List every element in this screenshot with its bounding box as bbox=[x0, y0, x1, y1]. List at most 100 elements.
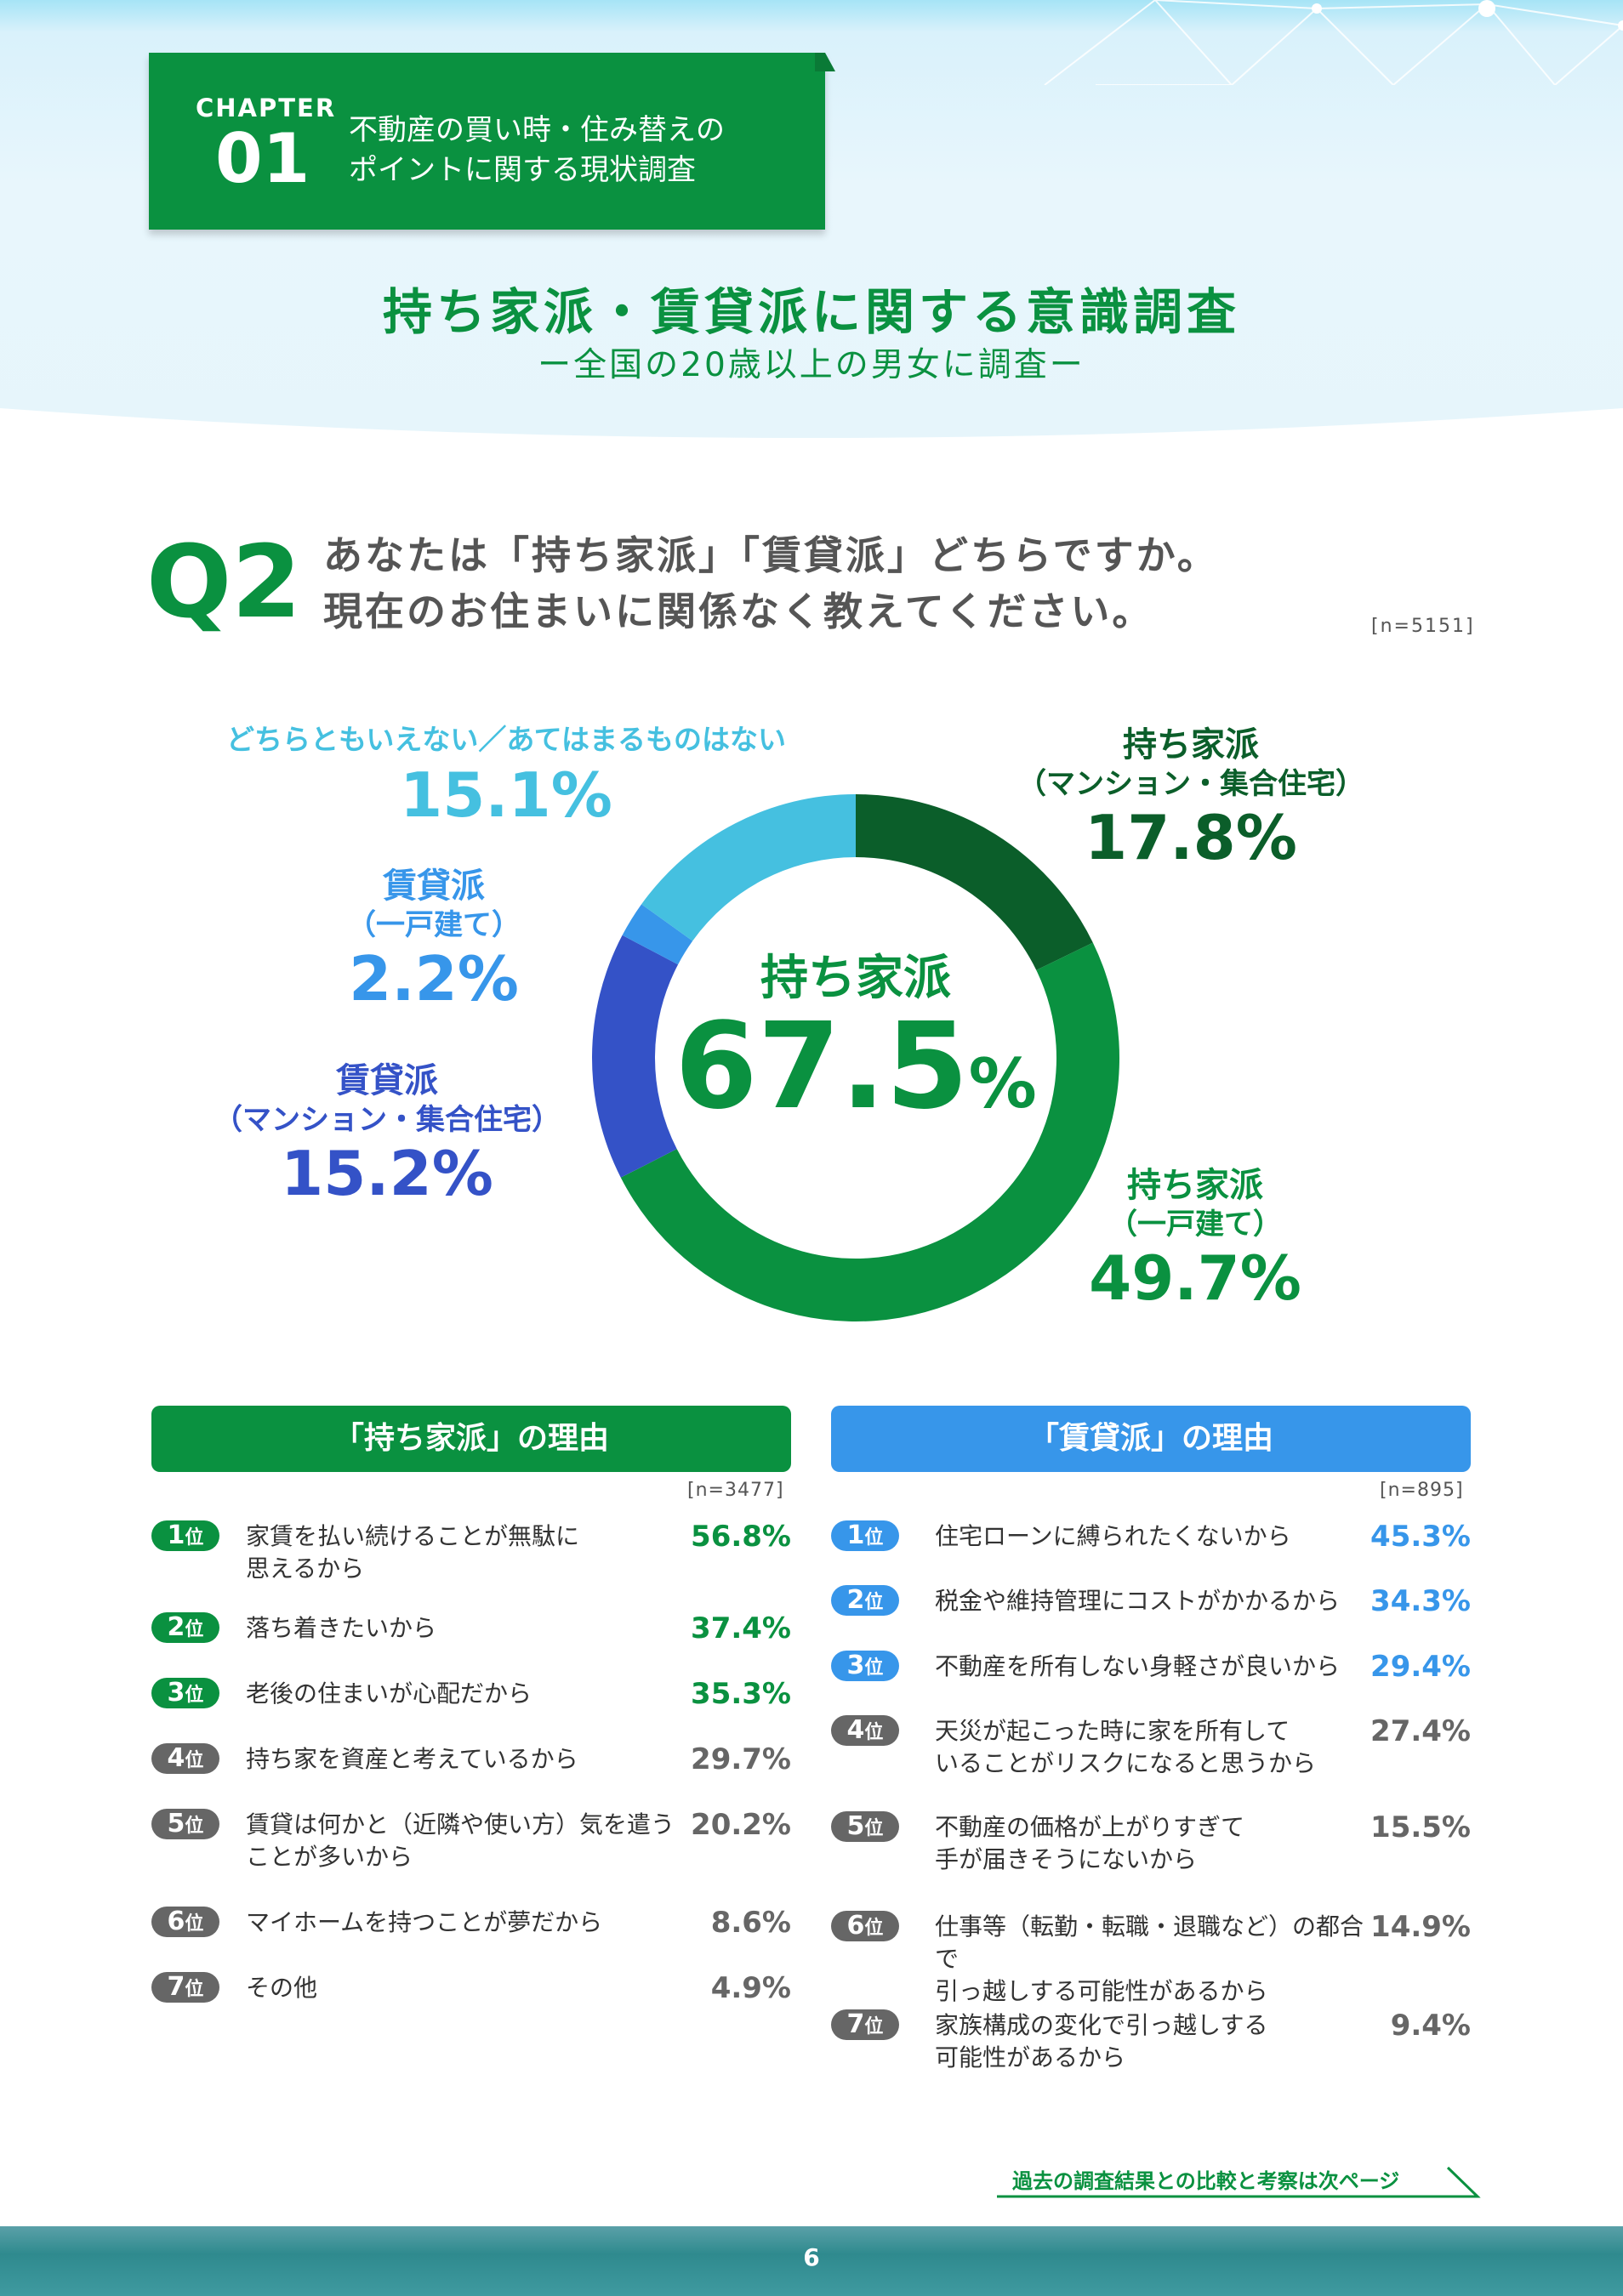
rank-number: 7 bbox=[167, 1972, 185, 2002]
own-reason-row: 6位 マイホームを持つことが夢だから 8.6% bbox=[151, 1907, 791, 1966]
rank-badge: 5位 bbox=[831, 1811, 899, 1842]
reason-percentage: 27.4% bbox=[1370, 1714, 1471, 1748]
donut-chart bbox=[592, 794, 1119, 1321]
label-own-condo-sub: （マンション・集合住宅） bbox=[1017, 767, 1364, 801]
label-own-house-value: 49.7% bbox=[1089, 1242, 1301, 1314]
rank-badge: 7位 bbox=[151, 1972, 219, 2003]
rank-suffix: 位 bbox=[185, 1527, 204, 1549]
reason-text-line: いることがリスクになると思うから bbox=[935, 1749, 1317, 1777]
reason-percentage: 45.3% bbox=[1370, 1520, 1471, 1554]
reason-text: 不動産を所有しない身軽さが良いから bbox=[935, 1651, 1377, 1683]
label-rent-house-value: 2.2% bbox=[349, 943, 519, 1014]
rank-suffix: 位 bbox=[864, 1527, 884, 1549]
rank-number: 5 bbox=[167, 1809, 185, 1839]
reason-percentage: 35.3% bbox=[691, 1677, 791, 1711]
label-rent-condo-sub: （マンション・集合住宅） bbox=[214, 1103, 561, 1137]
rank-badge: 5位 bbox=[151, 1809, 219, 1839]
own-reasons-header: 「持ち家派」の理由 bbox=[151, 1406, 791, 1472]
question-text: あなたは「持ち家派」「賃貸派」どちらですか。 現在のお住まいに関係なく教えてくだ… bbox=[323, 527, 1344, 639]
rank-number: 1 bbox=[846, 1520, 865, 1550]
next-page-link[interactable]: 過去の調査結果との比較と考察は次ページ bbox=[1012, 2169, 1400, 2193]
question-line-1: あなたは「持ち家派」「賃貸派」どちらですか。 bbox=[323, 532, 1219, 578]
rank-suffix: 位 bbox=[864, 1918, 884, 1939]
rank-number: 4 bbox=[167, 1743, 185, 1773]
rent-reasons-n: [n=895] bbox=[1380, 1480, 1464, 1501]
label-neither: どちらともいえない／あてはまるものはない 15.1% bbox=[179, 721, 834, 832]
donut-slice-own-condo bbox=[856, 794, 1093, 970]
reason-percentage: 8.6% bbox=[710, 1906, 791, 1940]
donut-slice-rent-condo bbox=[592, 935, 679, 1178]
rank-badge: 6位 bbox=[151, 1907, 219, 1937]
rank-number: 5 bbox=[846, 1811, 865, 1841]
reason-text-line: 不動産を所有しない身軽さが良いから bbox=[935, 1652, 1341, 1680]
reason-text-line: 住宅ローンに縛られたくないから bbox=[935, 1522, 1291, 1550]
label-rent-condo-name: 賃貸派 bbox=[336, 1061, 438, 1100]
label-own-house-name: 持ち家派 bbox=[1127, 1166, 1263, 1205]
reason-text: 家賃を払い続けることが無駄に 思えるから bbox=[246, 1520, 688, 1585]
chapter-title: 不動産の買い時・住み替えの ポイントに関する現状調査 bbox=[349, 111, 808, 190]
reason-text: その他 bbox=[246, 1972, 688, 2004]
label-rent-house-sub: （一戸建て） bbox=[347, 908, 521, 942]
rank-badge: 4位 bbox=[151, 1743, 219, 1774]
label-rent-house-name: 賃貸派 bbox=[383, 867, 485, 906]
donut-center-number: 67.5 bbox=[675, 997, 969, 1136]
reason-text: 家族構成の変化で引っ越しする 可能性があるから bbox=[935, 2009, 1377, 2074]
reason-percentage: 56.8% bbox=[691, 1520, 791, 1554]
label-rent-house: 賃貸派 （一戸建て） 2.2% bbox=[323, 864, 544, 1015]
rank-suffix: 位 bbox=[864, 1818, 884, 1839]
reason-text-line: ことが多いから bbox=[246, 1843, 413, 1871]
rank-badge: 1位 bbox=[151, 1520, 219, 1551]
reason-text-line: その他 bbox=[246, 1974, 318, 2002]
own-reason-row: 4位 持ち家を資産と考えているから 29.7% bbox=[151, 1743, 791, 1803]
rank-number: 3 bbox=[167, 1678, 185, 1708]
rank-suffix: 位 bbox=[864, 1657, 884, 1679]
donut-center-value: 67.5% bbox=[587, 1008, 1125, 1127]
reason-percentage: 4.9% bbox=[710, 1971, 791, 2005]
next-page-arrow bbox=[997, 2166, 1481, 2198]
reason-text-line: 手が届きそうにないから bbox=[935, 1845, 1198, 1873]
rank-number: 1 bbox=[167, 1520, 185, 1550]
rank-number: 6 bbox=[167, 1907, 185, 1936]
label-own-house-sub: （一戸建て） bbox=[1108, 1208, 1282, 1242]
donut-slice-own-house bbox=[620, 942, 1119, 1321]
rank-badge: 6位 bbox=[831, 1911, 899, 1941]
rent-reason-row: 3位 不動産を所有しない身軽さが良いから 29.4% bbox=[831, 1651, 1471, 1710]
chapter-title-line-2: ポイントに関する現状調査 bbox=[349, 153, 696, 187]
reason-text: マイホームを持つことが夢だから bbox=[246, 1907, 688, 1939]
label-own-condo-value: 17.8% bbox=[1085, 802, 1297, 873]
chapter-banner: CHAPTER 01 不動産の買い時・住み替えの ポイントに関する現状調査 bbox=[149, 53, 825, 230]
reason-text-line: 思えるから bbox=[246, 1554, 365, 1583]
page-title: 持ち家派・賃貸派に関する意識調査 bbox=[382, 283, 1240, 341]
reason-text: 落ち着きたいから bbox=[246, 1612, 688, 1645]
reason-text-line: 老後の住まいが心配だから bbox=[246, 1679, 532, 1708]
reason-percentage: 15.5% bbox=[1370, 1810, 1471, 1844]
question-label: Q2 bbox=[146, 523, 302, 640]
label-neither-name: どちらともいえない／あてはまるものはない bbox=[225, 723, 787, 756]
reason-percentage: 29.7% bbox=[691, 1742, 791, 1776]
own-reason-row: 1位 家賃を払い続けることが無駄に 思えるから 56.8% bbox=[151, 1520, 791, 1583]
reason-percentage: 37.4% bbox=[691, 1611, 791, 1645]
reason-text-line: 仕事等（転勤・転職・退職など）の都合で bbox=[935, 1912, 1364, 1973]
own-reason-row: 2位 落ち着きたいから 37.4% bbox=[151, 1612, 791, 1672]
rank-badge: 3位 bbox=[831, 1651, 899, 1681]
rent-reasons-header: 「賃貸派」の理由 bbox=[831, 1406, 1471, 1472]
rank-badge: 2位 bbox=[831, 1585, 899, 1616]
rank-number: 2 bbox=[167, 1612, 185, 1642]
rank-number: 3 bbox=[846, 1651, 865, 1680]
reason-text-line: 家賃を払い続けることが無駄に bbox=[246, 1522, 580, 1550]
chapter-number: 01 bbox=[215, 119, 310, 198]
label-own-condo: 持ち家派 （マンション・集合住宅） 17.8% bbox=[995, 723, 1387, 874]
chapter-label: CHAPTER bbox=[196, 94, 337, 122]
reason-text-line: 税金や維持管理にコストがかかるから bbox=[935, 1587, 1341, 1615]
reason-text-line: 天災が起こった時に家を所有して bbox=[935, 1717, 1290, 1745]
own-reason-row: 5位 賃貸は何かと（近隣や使い方）気を遣う ことが多いから 20.2% bbox=[151, 1809, 791, 1871]
reason-text-line: 落ち着きたいから bbox=[246, 1614, 437, 1642]
reason-text: 税金や維持管理にコストがかかるから bbox=[935, 1585, 1377, 1617]
rank-suffix: 位 bbox=[185, 1913, 204, 1935]
page-subtitle: ー全国の20歳以上の男女に調査ー bbox=[538, 346, 1085, 384]
rank-badge: 3位 bbox=[151, 1678, 219, 1708]
rent-reason-row: 2位 税金や維持管理にコストがかかるから 34.3% bbox=[831, 1585, 1471, 1645]
reason-text: 住宅ローンに縛られたくないから bbox=[935, 1520, 1377, 1553]
chapter-fold-corner bbox=[815, 53, 835, 71]
reason-text-line: 賃貸は何かと（近隣や使い方）気を遣う bbox=[246, 1810, 675, 1839]
